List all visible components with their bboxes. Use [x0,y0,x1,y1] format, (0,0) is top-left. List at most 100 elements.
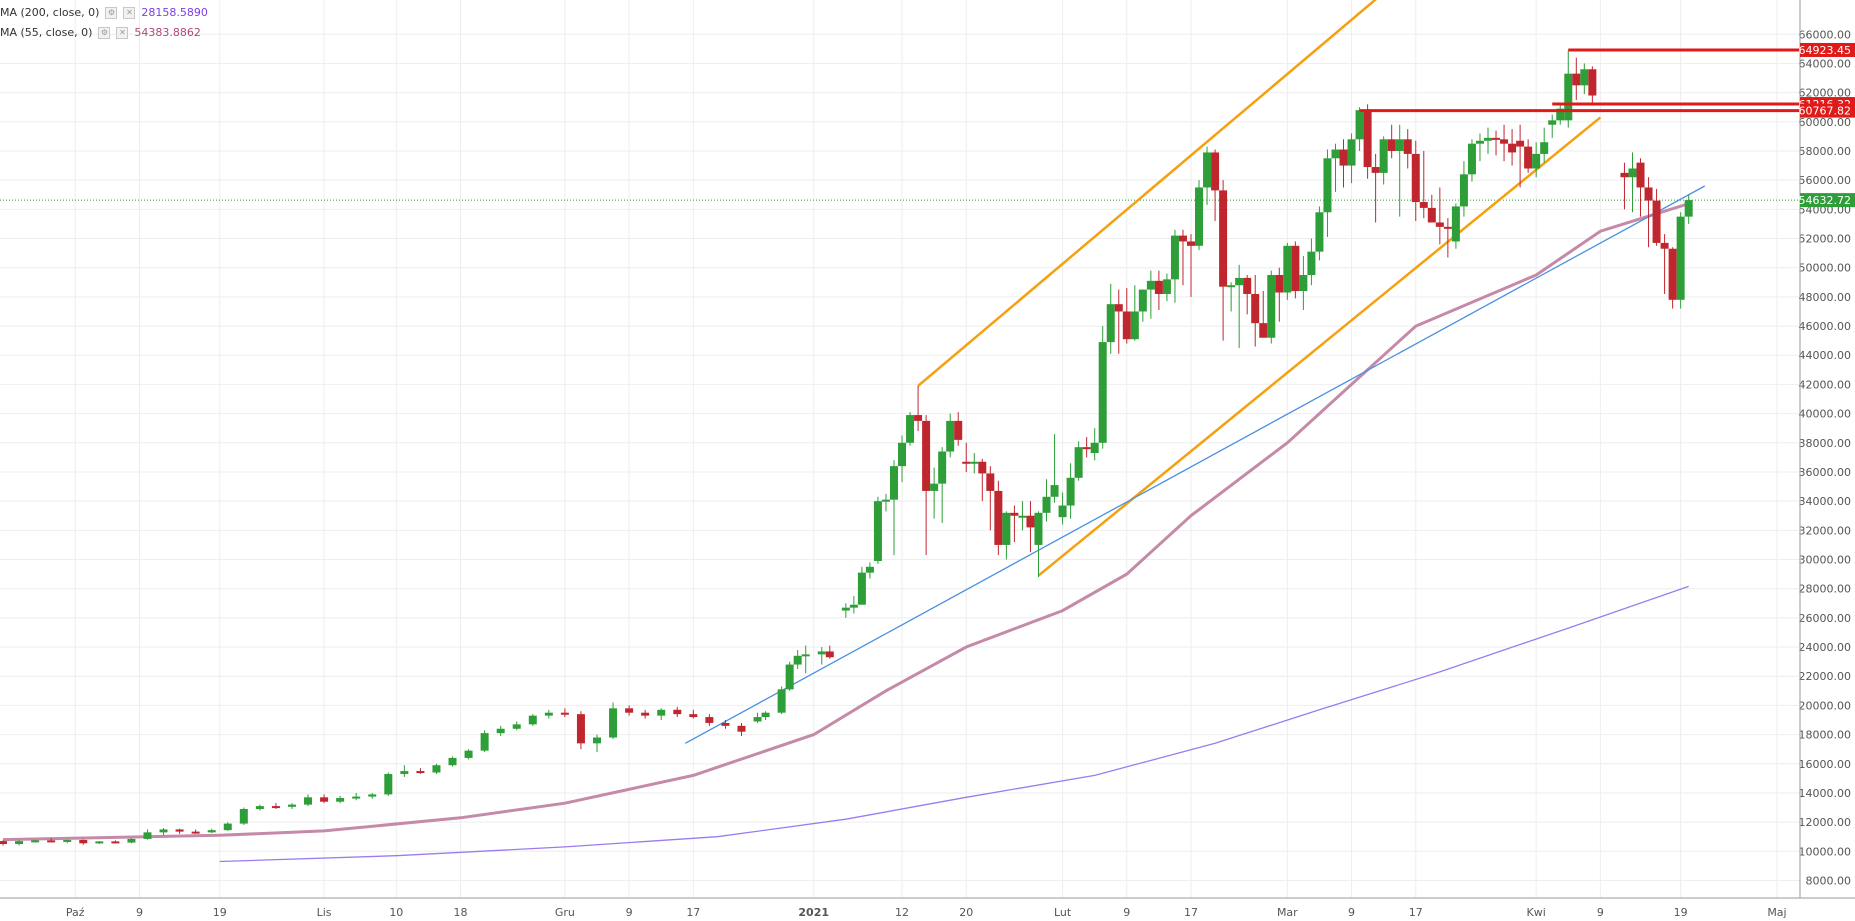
y-tick-label: 38000.00 [1799,437,1852,450]
legend-ma200[interactable]: MA (200, close, 0) ⚙ ✕ 28158.5890 [0,6,208,20]
settings-icon[interactable]: ⚙ [105,7,118,19]
candle-up [1042,496,1051,513]
x-tick-label: 9 [626,906,633,919]
candle-down [825,651,834,658]
candle-up [1227,285,1236,288]
candle-up [63,839,72,842]
candle-up [1451,206,1460,242]
candle-up [761,712,770,718]
x-tick-label: 18 [454,906,468,919]
resistance-price-label: 60767.82 [1799,105,1852,118]
candle-up [938,451,947,484]
candle-down [1251,293,1260,324]
x-tick-label: 20 [959,906,973,919]
candle-down [47,840,56,843]
candle-down [1492,137,1501,140]
candle-up [930,483,939,491]
candle-up [1066,477,1075,506]
candle-down [0,841,7,845]
candle-up [223,823,232,831]
candle-up [528,715,537,725]
candle-up [1235,277,1244,286]
candle-down [1114,304,1123,312]
candle-up [1074,447,1083,478]
candle-up [1556,108,1565,121]
x-tick-label: 12 [895,906,909,919]
y-tick-label: 56000.00 [1799,174,1852,187]
y-tick-label: 20000.00 [1799,699,1852,712]
resistance-price-label: 64923.45 [1799,44,1852,57]
candle-up [898,442,907,467]
candle-up [657,709,666,716]
y-tick-label: 62000.00 [1799,87,1852,100]
candle-up [400,771,409,774]
candle-up [207,830,216,833]
trendline-channel-lower [1037,116,1602,577]
x-tick-label: Paź [66,906,85,919]
candle-up [127,838,136,843]
candle-down [1668,248,1677,300]
candle-down [1259,323,1268,338]
candle-up [890,466,898,500]
trendline-support-line [684,185,1706,744]
ma200-line [219,585,1689,863]
candle-up [593,737,601,744]
candles [0,50,1693,846]
candle-down [1620,172,1629,178]
candle-up [1203,152,1212,188]
candle-up [143,832,152,839]
y-tick-label: 30000.00 [1799,554,1852,567]
y-tick-label: 58000.00 [1799,145,1852,158]
candle-up [1090,442,1099,453]
y-tick-label: 52000.00 [1799,233,1852,246]
candle-up [1331,149,1340,159]
candle-up [1195,187,1204,246]
candle-up [1580,69,1589,86]
y-tick-label: 50000.00 [1799,262,1852,275]
y-tick-label: 14000.00 [1799,787,1852,800]
candle-up [801,654,810,657]
candle-down [271,806,280,809]
x-tick-label: 2021 [798,906,829,919]
candle-down [416,771,425,774]
legend-ma200-label: MA (200, close, 0) [0,6,100,19]
candle-up [857,572,866,605]
resistance-levels[interactable] [1359,48,1800,113]
trendlines[interactable] [684,0,1706,744]
candle-up [352,796,361,799]
candle-down [1026,515,1035,528]
x-tick-label: Mar [1277,906,1298,919]
candle-down [1500,139,1509,144]
candle-down [914,415,923,421]
candle-down [1243,277,1252,294]
candle-down [673,709,682,715]
moving-averages [2,202,1690,863]
x-tick-label: 9 [1123,906,1130,919]
candle-up [15,841,24,845]
candle-down [1419,202,1428,208]
y-tick-label: 36000.00 [1799,466,1852,479]
y-tick-label: 60000.00 [1799,116,1852,129]
candle-up [1532,153,1541,169]
candle-up [1379,139,1388,173]
y-tick-label: 16000.00 [1799,758,1852,771]
close-icon[interactable]: ✕ [123,7,136,19]
candle-up [849,604,858,608]
candle-down [1178,235,1187,242]
candle-up [1315,212,1324,252]
candle-up [1162,279,1171,294]
y-tick-label: 28000.00 [1799,583,1852,596]
candle-down [1572,73,1581,86]
settings-icon[interactable]: ⚙ [98,27,111,39]
candle-up [1146,280,1155,290]
legend-ma55[interactable]: MA (55, close, 0) ⚙ ✕ 54383.8862 [0,26,201,40]
x-tick-label: 19 [1674,906,1688,919]
y-tick-label: 46000.00 [1799,320,1852,333]
candle-up [512,724,521,729]
close-icon[interactable]: ✕ [116,27,129,39]
candle-up [1018,515,1027,518]
candle-down [1211,152,1220,191]
y-tick-label: 48000.00 [1799,291,1852,304]
